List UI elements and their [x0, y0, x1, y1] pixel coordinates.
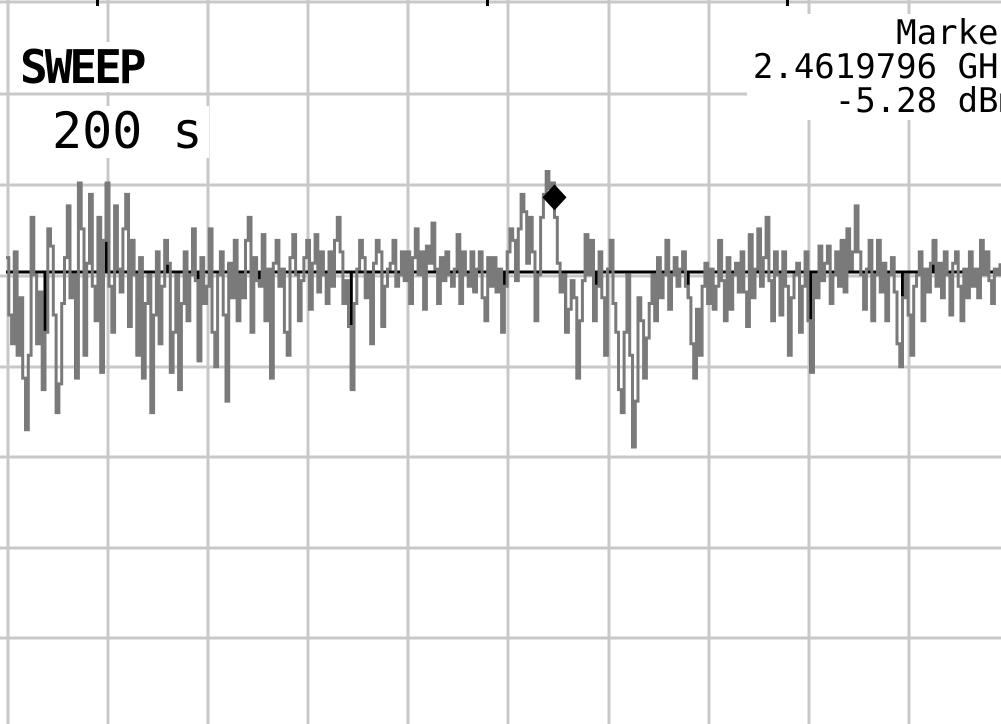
- top-edge-tick: [786, 0, 789, 6]
- marker-title: Marker: [896, 13, 1001, 53]
- top-edge-tick: [486, 0, 489, 6]
- trace-line: [6, 170, 1001, 449]
- marker-amplitude: -5.28 dBm: [834, 81, 1001, 121]
- top-edge-tick: [96, 0, 99, 6]
- marker-layer: [542, 184, 567, 211]
- sweep-label: SWEEP: [18, 42, 148, 92]
- spectrum-trace: [6, 170, 1001, 449]
- marker-readout: Marker 2.4619796 GHz -5.28 dBm: [746, 13, 1001, 121]
- marker-frequency: 2.4619796 GHz: [752, 47, 1001, 87]
- sweep-time-value: 200 s: [50, 106, 209, 158]
- diamond-marker-icon[interactable]: [542, 184, 567, 211]
